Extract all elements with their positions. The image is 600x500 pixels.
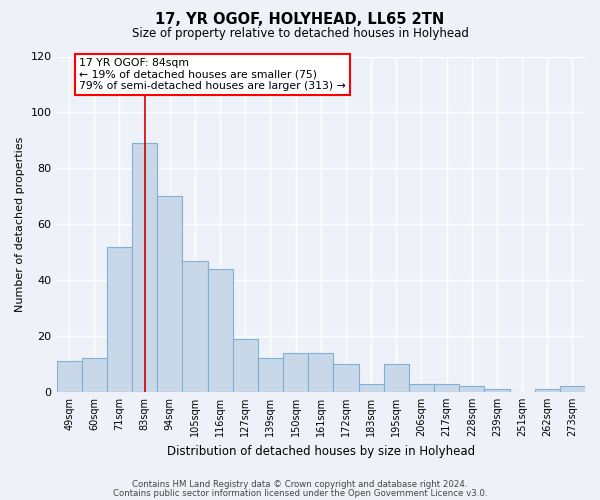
- Y-axis label: Number of detached properties: Number of detached properties: [15, 136, 25, 312]
- Text: Size of property relative to detached houses in Holyhead: Size of property relative to detached ho…: [131, 28, 469, 40]
- Bar: [157, 196, 182, 392]
- Bar: [409, 384, 434, 392]
- Bar: [56, 361, 82, 392]
- Text: Contains public sector information licensed under the Open Government Licence v3: Contains public sector information licen…: [113, 488, 487, 498]
- Bar: [283, 353, 308, 392]
- Bar: [82, 358, 107, 392]
- Text: 17 YR OGOF: 84sqm
← 19% of detached houses are smaller (75)
79% of semi-detached: 17 YR OGOF: 84sqm ← 19% of detached hous…: [79, 58, 346, 91]
- Bar: [560, 386, 585, 392]
- Text: Contains HM Land Registry data © Crown copyright and database right 2024.: Contains HM Land Registry data © Crown c…: [132, 480, 468, 489]
- Bar: [434, 384, 459, 392]
- Bar: [107, 246, 132, 392]
- Bar: [308, 353, 334, 392]
- Bar: [258, 358, 283, 392]
- Bar: [383, 364, 409, 392]
- Bar: [132, 143, 157, 392]
- Bar: [208, 269, 233, 392]
- Text: 17, YR OGOF, HOLYHEAD, LL65 2TN: 17, YR OGOF, HOLYHEAD, LL65 2TN: [155, 12, 445, 28]
- Bar: [359, 384, 383, 392]
- Bar: [334, 364, 359, 392]
- Bar: [535, 389, 560, 392]
- X-axis label: Distribution of detached houses by size in Holyhead: Distribution of detached houses by size …: [167, 444, 475, 458]
- Bar: [459, 386, 484, 392]
- Bar: [233, 339, 258, 392]
- Bar: [484, 389, 509, 392]
- Bar: [182, 260, 208, 392]
